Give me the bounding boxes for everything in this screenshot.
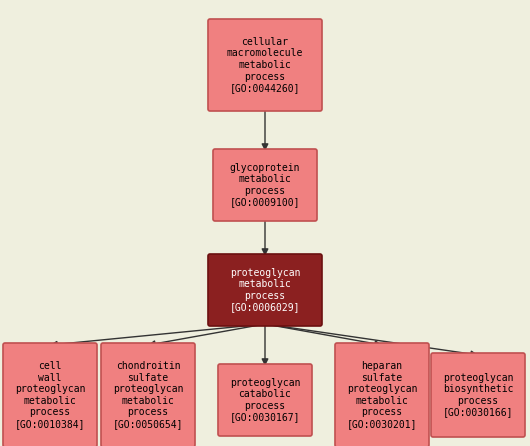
FancyBboxPatch shape [208, 254, 322, 326]
Text: proteoglycan
biosynthetic
process
[GO:0030166]: proteoglycan biosynthetic process [GO:00… [443, 372, 513, 417]
Text: cell
wall
proteoglycan
metabolic
process
[GO:0010384]: cell wall proteoglycan metabolic process… [15, 361, 85, 429]
Text: proteoglycan
catabolic
process
[GO:0030167]: proteoglycan catabolic process [GO:00301… [229, 378, 301, 422]
FancyBboxPatch shape [208, 19, 322, 111]
Text: proteoglycan
metabolic
process
[GO:0006029]: proteoglycan metabolic process [GO:00060… [229, 268, 301, 312]
Text: heparan
sulfate
proteoglycan
metabolic
process
[GO:0030201]: heparan sulfate proteoglycan metabolic p… [347, 361, 417, 429]
Text: cellular
macromolecule
metabolic
process
[GO:0044260]: cellular macromolecule metabolic process… [227, 37, 303, 93]
FancyBboxPatch shape [3, 343, 97, 446]
FancyBboxPatch shape [218, 364, 312, 436]
FancyBboxPatch shape [101, 343, 195, 446]
FancyBboxPatch shape [213, 149, 317, 221]
Text: chondroitin
sulfate
proteoglycan
metabolic
process
[GO:0050654]: chondroitin sulfate proteoglycan metabol… [113, 361, 183, 429]
FancyBboxPatch shape [335, 343, 429, 446]
Text: glycoprotein
metabolic
process
[GO:0009100]: glycoprotein metabolic process [GO:00091… [229, 163, 301, 207]
FancyBboxPatch shape [431, 353, 525, 437]
